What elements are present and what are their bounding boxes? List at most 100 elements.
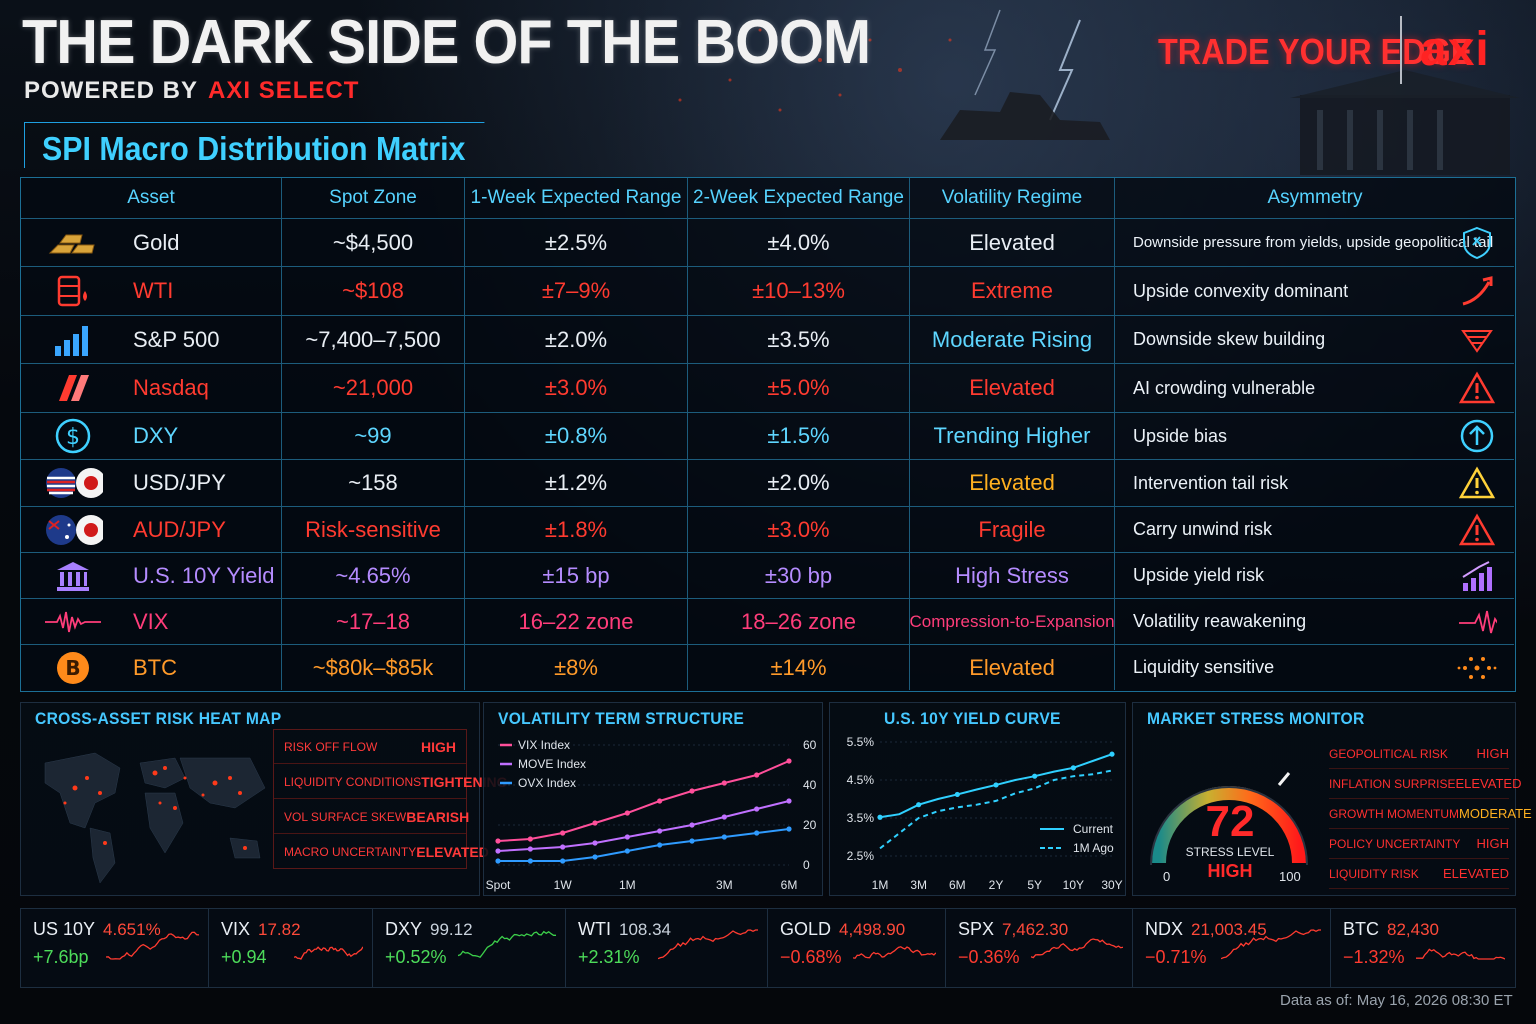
cell-text: Upside yield risk xyxy=(1133,565,1265,585)
stress-panel: MARKET STRESS MONITOR 72 STRESS LEVEL HI… xyxy=(1132,702,1532,896)
ticker-change: +0.52% xyxy=(385,947,447,967)
x-tick-label: 1M xyxy=(619,878,636,892)
table-cell-asset: USD/JPY xyxy=(21,460,282,506)
table-cell-spot: ~17–18 xyxy=(282,599,465,644)
cell-text: ~99 xyxy=(354,423,392,448)
heatmap-item[interactable]: VOL SURFACE SKEW BEARISH xyxy=(274,800,469,834)
x-tick-label: 6M xyxy=(949,878,966,892)
brand-divider xyxy=(1400,16,1402,84)
series-line xyxy=(879,769,1113,850)
data-point xyxy=(721,814,727,820)
data-point xyxy=(560,858,566,864)
cell-text: ±7–9% xyxy=(541,278,611,303)
table-cell-asset: WTI xyxy=(21,267,282,315)
stress-item[interactable]: GEOPOLITICAL RISK HIGH xyxy=(1329,739,1509,769)
stress-item[interactable]: INFLATION SURPRISE ELEVATED xyxy=(1329,769,1521,799)
column-header[interactable]: 2-Week Expected Range xyxy=(688,178,910,218)
ticker-item[interactable]: VIX 17.82 +0.94 xyxy=(209,909,373,987)
table-cell-spot: ~$4,500 xyxy=(282,219,465,266)
data-point xyxy=(1109,751,1115,757)
table-row[interactable]: VIX ~17–18 16–22 zone 18–26 zone Compression… xyxy=(21,598,1514,644)
heatmap-item-value: ELEVATED xyxy=(416,844,489,860)
ticker-value: 99.12 xyxy=(430,920,473,939)
table-cell-w1: ±8% xyxy=(465,645,688,690)
table-cell-spot: ~158 xyxy=(282,460,465,506)
table-cell-regime: Elevated xyxy=(910,460,1115,506)
cell-text: Upside convexity dominant xyxy=(1133,280,1349,301)
series-line xyxy=(497,760,790,842)
dollar-icon: $ xyxy=(43,418,103,454)
legend-label: Current xyxy=(1073,822,1114,836)
ticker-symbol: BTC xyxy=(1343,919,1379,939)
table-row[interactable]: BTC B ~$80k–$85k ±8% ±14% Elevated Liquidity s… xyxy=(21,644,1514,690)
heatmap-item[interactable]: MACRO UNCERTAINTY ELEVATED xyxy=(274,835,489,869)
column-header[interactable]: Asset xyxy=(21,178,282,218)
column-header[interactable]: 1-Week Expected Range xyxy=(465,178,688,218)
data-point xyxy=(592,854,598,860)
y-tick-label: 2.5% xyxy=(847,849,875,863)
table-cell-w2: ±3.0% xyxy=(688,507,910,552)
table-cell-regime: Trending Higher xyxy=(910,413,1115,459)
column-header[interactable]: Asymmetry xyxy=(1267,187,1363,208)
sparkline-path xyxy=(853,946,936,959)
table-cell-spot: Risk-sensitive xyxy=(282,507,465,552)
table-row[interactable]: USD/JPY ~158 ±1.2% ±2.0% Elevated Interventio… xyxy=(21,459,1514,506)
column-header[interactable]: Volatility Regime xyxy=(910,178,1115,218)
heatmap-item[interactable]: RISK OFF FLOW HIGH xyxy=(274,730,466,764)
table-cell-asym: Upside yield risk xyxy=(1115,553,1515,598)
data-point xyxy=(527,858,533,864)
stress-label: STRESS LEVEL xyxy=(1185,845,1275,859)
heatmap-panel: CROSS-ASSET RISK HEAT MAP RISK OFF FLOW H… xyxy=(20,702,507,896)
table-row[interactable]: S&P 500 ~7,400–7,500 ±2.0% ±3.5% Moderate Ri… xyxy=(21,315,1514,363)
y-tick-label: 4.5% xyxy=(847,773,875,787)
table-row[interactable]: DXY $ ~99 ±0.8% ±1.5% Trending Higher Upside b… xyxy=(21,412,1514,459)
brand-logo[interactable]: axi xyxy=(1420,23,1490,76)
heatmap-item-label: RISK OFF FLOW xyxy=(284,739,378,754)
data-point xyxy=(786,826,792,832)
ticker-symbol: VIX xyxy=(221,919,251,939)
ticker-name: DXY 99.12 xyxy=(385,919,473,940)
svg-text:$: $ xyxy=(66,425,80,450)
ticker-name: BTC 82,430 xyxy=(1343,919,1439,940)
column-header[interactable]: Spot Zone xyxy=(282,178,465,218)
heatmap-item[interactable]: LIQUIDITY CONDITIONS TIGHTENING xyxy=(274,765,507,799)
table-row[interactable]: WTI ~$108 ±7–9% ±10–13% Extreme Upside convex… xyxy=(21,266,1514,315)
stress-item[interactable]: LIQUIDITY RISK ELEVATED xyxy=(1329,859,1509,889)
data-point xyxy=(721,834,727,840)
table-cell-asym: AI crowding vulnerable xyxy=(1115,364,1515,412)
matrix-title-frame xyxy=(24,122,524,168)
ticker-item[interactable]: NDX 21,003.45 −0.71% xyxy=(1133,909,1331,987)
data-point xyxy=(624,810,630,816)
data-point xyxy=(657,828,663,834)
ticker-item[interactable]: WTI 108.34 +2.31% xyxy=(566,909,768,987)
world-map-icon xyxy=(44,752,266,884)
ticker-item[interactable]: DXY 99.12 +0.52% xyxy=(373,909,566,987)
data-point xyxy=(560,830,566,836)
table-cell-w2: ±2.0% xyxy=(688,460,910,506)
table-row[interactable]: AUD/JPY Risk-sensitive ±1.8% ±3.0% Fragile Ca… xyxy=(21,506,1514,552)
cell-text: ~17–18 xyxy=(335,608,411,634)
table-row[interactable]: Nasdaq ~21,000 ±3.0% ±5.0% Elevated AI crowdi… xyxy=(21,363,1514,412)
stress-item[interactable]: POLICY UNCERTAINTY HIGH xyxy=(1329,829,1509,859)
ticker-change: −0.68% xyxy=(780,947,842,967)
ticker-item[interactable]: GOLD 4,498.90 −0.68% xyxy=(768,909,946,987)
stress-item[interactable]: GROWTH MOMENTUM MODERATE xyxy=(1329,799,1532,829)
table-row[interactable]: Gold ~$4,500 ±2.5% ±4.0% Elevated Downside pr… xyxy=(21,218,1514,266)
ticker-item[interactable]: SPX 7,462.30 −0.36% xyxy=(946,909,1133,987)
ticker-item[interactable]: BTC 82,430 −1.32% xyxy=(1331,909,1515,987)
ticker-name: WTI 108.34 xyxy=(578,919,671,940)
warning-icon xyxy=(1457,512,1497,548)
y-tick-label: 3.5% xyxy=(847,811,875,825)
data-point xyxy=(689,838,695,844)
y-tick-label: 5.5% xyxy=(847,735,875,749)
stress-item-value: MODERATE xyxy=(1458,806,1532,821)
cell-text: Volatility reawakening xyxy=(1133,611,1307,631)
cell-text: ~158 xyxy=(348,470,398,495)
ticker-item[interactable]: US 10Y 4.651% +7.6bp xyxy=(21,909,209,987)
table-cell-asset: AUD/JPY xyxy=(21,507,282,552)
x-tick-label: 6M xyxy=(781,878,798,892)
sparkline-path xyxy=(294,946,363,960)
table-cell-asym: Intervention tail risk xyxy=(1115,460,1515,506)
table-row[interactable]: U.S. 10Y Yield ~4.65% ±15 bp ±30 bp High Str… xyxy=(21,552,1514,598)
data-point xyxy=(993,782,999,788)
